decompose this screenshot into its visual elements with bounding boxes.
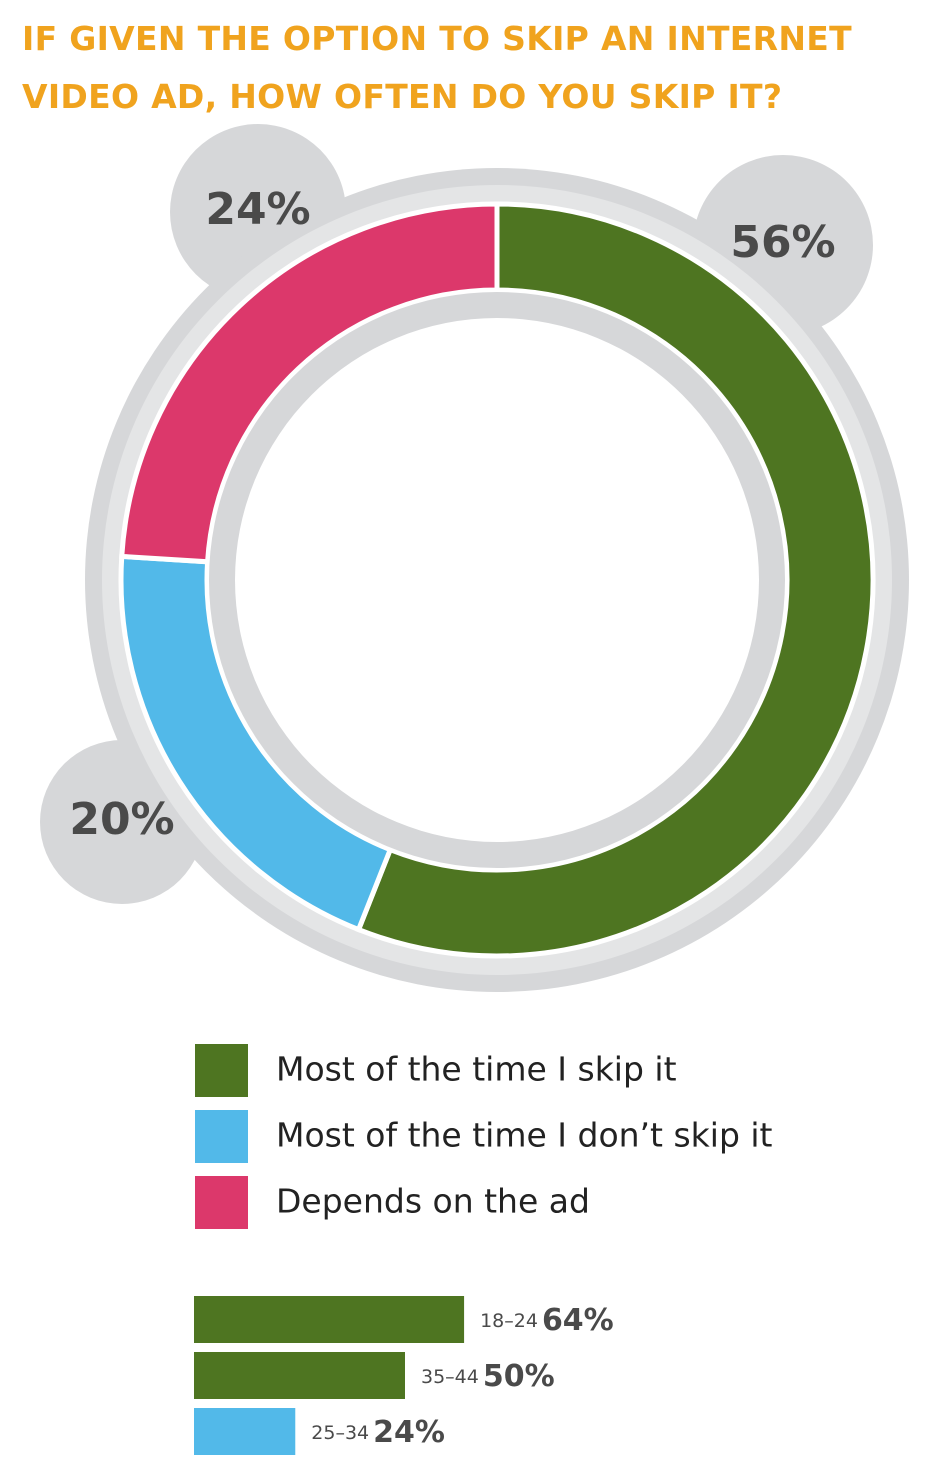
legend-label: Most of the time I don’t skip it bbox=[276, 1116, 773, 1155]
bar-category: 35–44 bbox=[421, 1366, 479, 1388]
bar-label: 18–24 64% bbox=[480, 1303, 614, 1338]
bar bbox=[194, 1296, 465, 1343]
bar-value-label: 24% bbox=[373, 1415, 445, 1450]
bar-value-label: 64% bbox=[542, 1303, 614, 1338]
value-label: 56% bbox=[730, 217, 835, 268]
bar bbox=[194, 1408, 296, 1455]
inner-hole bbox=[235, 318, 759, 842]
bar-category: 18–24 bbox=[480, 1310, 538, 1332]
legend-swatch bbox=[195, 1110, 248, 1163]
chart-title: IF GIVEN THE OPTION TO SKIP AN INTERNET … bbox=[22, 19, 852, 116]
legend-label: Depends on the ad bbox=[276, 1182, 590, 1221]
legend-swatch bbox=[195, 1044, 248, 1097]
bar-category: 25–34 bbox=[311, 1422, 369, 1444]
legend-label: Most of the time I skip it bbox=[276, 1050, 677, 1089]
donut-segment bbox=[119, 201, 500, 565]
donut-segment bbox=[355, 201, 876, 959]
bar-label: 25–34 24% bbox=[311, 1415, 445, 1450]
value-label: 24% bbox=[205, 184, 310, 235]
value-label: 20% bbox=[69, 794, 174, 845]
bar bbox=[194, 1352, 405, 1399]
legend-swatch bbox=[195, 1176, 248, 1229]
bar-value-label: 50% bbox=[483, 1359, 555, 1394]
bar-label: 35–44 50% bbox=[421, 1359, 555, 1394]
